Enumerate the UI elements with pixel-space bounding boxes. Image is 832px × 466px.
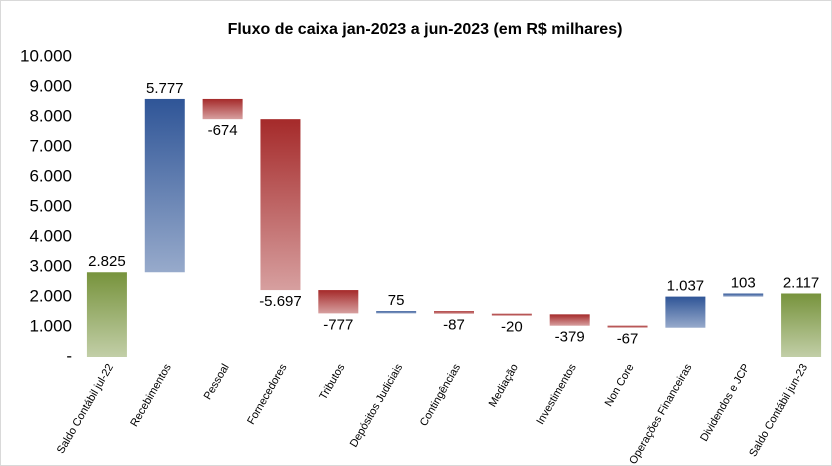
data-label: -67 [617, 331, 639, 348]
bar [434, 311, 474, 314]
data-label: -20 [501, 319, 523, 336]
y-tick-label: 7.000 [29, 136, 72, 155]
data-label: 75 [388, 292, 405, 309]
x-tick-label: Depósitos Judiciais [348, 362, 406, 450]
x-tick-label: Tributos [317, 362, 347, 402]
chart-title: Fluxo de caixa jan-2023 a jun-2023 (em R… [228, 21, 623, 38]
data-label: 1.037 [667, 278, 705, 295]
y-tick-label: 10.000 [20, 46, 72, 65]
bar [202, 98, 243, 120]
y-tick-label: 6.000 [29, 166, 72, 185]
y-tick-label: 5.000 [29, 196, 72, 215]
data-label: -777 [323, 316, 353, 333]
y-tick-label: 1.000 [29, 316, 72, 335]
data-label: -5.697 [259, 293, 302, 310]
x-tick-label: Dividendos e JCP [698, 362, 752, 444]
x-tick-label: Pessoal [202, 362, 232, 402]
bar [723, 293, 764, 297]
x-tick-label: Recebimentos [128, 362, 174, 429]
bar [376, 311, 417, 314]
data-label: 2.825 [88, 253, 126, 270]
y-tick-label: - [66, 346, 72, 365]
y-tick-label: 2.000 [29, 286, 72, 305]
bar [665, 296, 706, 328]
bar [260, 119, 301, 291]
x-tick-label: Contingências [418, 362, 463, 429]
y-tick-label: 8.000 [29, 106, 72, 125]
x-tick-label: Saldo Contábil jun-23 [747, 362, 810, 459]
data-label: 2.117 [783, 274, 819, 291]
x-tick-label: Non Core [603, 362, 637, 409]
data-label: -87 [443, 317, 465, 334]
bar [86, 272, 127, 357]
x-tick-label: Investimentos [534, 362, 579, 427]
x-tick-label: Fornecedores [245, 362, 290, 427]
y-tick-label: 3.000 [29, 256, 72, 275]
bar [318, 290, 359, 314]
data-label: -379 [555, 329, 585, 346]
data-label: -674 [208, 122, 238, 139]
bar [781, 293, 822, 357]
data-label: 103 [731, 274, 756, 291]
bar [491, 313, 532, 316]
y-tick-label: 4.000 [29, 226, 72, 245]
x-tick-label: Mediação [487, 362, 521, 409]
bar [549, 314, 590, 326]
x-tick-label: Operações Financeiras [627, 362, 695, 466]
data-label: 5.777 [146, 80, 184, 97]
bar [144, 98, 185, 273]
x-tick-label: Saldo Contábil jul-22 [55, 362, 116, 456]
y-tick-label: 9.000 [29, 76, 72, 95]
bar [607, 325, 648, 328]
